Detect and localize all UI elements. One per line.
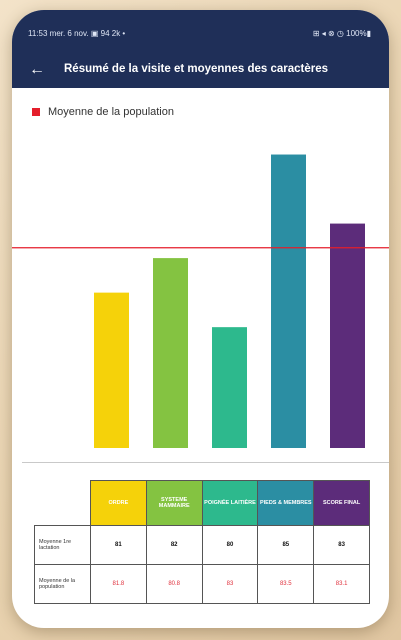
divider: [22, 462, 389, 463]
table-header-cell: ORDRE: [90, 480, 147, 526]
status-bar-left: 11:53 mer. 6 nov. ▣ 94 2k •: [28, 29, 126, 38]
legend-swatch: [32, 108, 40, 116]
table-corner: [35, 481, 91, 526]
app-bar: ← Résumé de la visite et moyennes des ca…: [12, 52, 389, 88]
bar-0: [94, 292, 129, 448]
table-header-cell: SCORE FINAL: [313, 480, 370, 526]
row-label: Moyenne 1re lactation: [34, 525, 91, 565]
phone-screen: 11:53 mer. 6 nov. ▣ 94 2k • ⊞ ◂ ⊗ ◷ 100%…: [12, 10, 389, 628]
bar-2: [212, 327, 247, 448]
table-cell: 81: [90, 525, 147, 565]
bar-4: [330, 223, 365, 448]
table-row: Moyenne de la population 81.8 80.8 83 83…: [34, 564, 370, 604]
table-cell: 80: [201, 525, 259, 565]
table-cell: 83.5: [257, 564, 315, 604]
table-cell: 82: [145, 525, 203, 565]
row-label: Moyenne de la population: [34, 564, 91, 604]
table-cell: 83: [313, 525, 370, 565]
chart-legend: Moyenne de la population: [32, 104, 174, 120]
status-bar-right: ⊞ ◂ ⊗ ◷ 100%▮: [312, 29, 371, 38]
table-cell: 83.1: [313, 564, 370, 604]
table-header-cell: SYSTEME MAMMAIRE: [145, 480, 203, 526]
averages-table: ORDRE SYSTEME MAMMAIRE POIGNÉE LAITIÈRE …: [34, 480, 370, 604]
table-header-row: ORDRE SYSTEME MAMMAIRE POIGNÉE LAITIÈRE …: [35, 480, 370, 526]
table-cell: 83: [201, 564, 259, 604]
legend-label: Moyenne de la population: [48, 106, 174, 118]
page-title: Résumé de la visite et moyennes des cara…: [64, 63, 329, 75]
bar-1: [153, 258, 188, 448]
table-cell: 80.8: [145, 564, 203, 604]
table-cell: 85: [257, 525, 315, 565]
table-row: Moyenne 1re lactation 81 82 80 85 83: [34, 525, 370, 565]
bar-3: [271, 154, 306, 449]
back-arrow-icon[interactable]: ←: [29, 61, 45, 78]
table-cell: 81.8: [90, 564, 147, 604]
table-header-cell: POIGNÉE LAITIÈRE: [201, 480, 259, 526]
status-bar: 11:53 mer. 6 nov. ▣ 94 2k • ⊞ ◂ ⊗ ◷ 100%…: [12, 10, 389, 52]
table-header-cell: PIEDS & MEMBRES: [257, 480, 315, 526]
bar-chart: [12, 154, 389, 449]
